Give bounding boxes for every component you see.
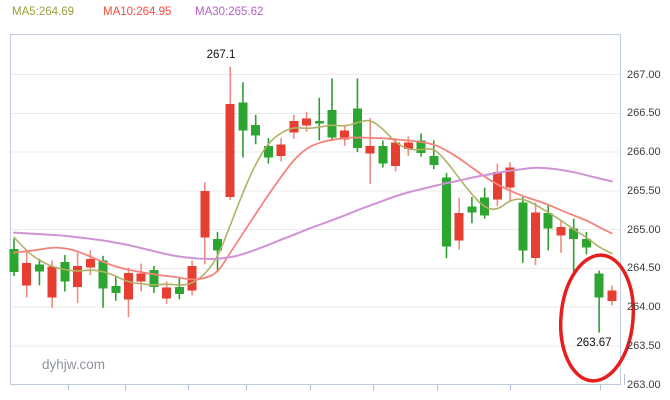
- candle-up: [47, 266, 57, 298]
- candle-up: [403, 142, 413, 149]
- candle-down: [149, 269, 159, 287]
- watermark: dyhjw.com: [42, 357, 106, 372]
- candle-up: [391, 142, 401, 166]
- legend-ma30: MA30:265.62: [195, 6, 264, 18]
- candle-down: [594, 273, 604, 298]
- candle-up: [492, 172, 502, 200]
- plot-border: [10, 34, 621, 385]
- candle-down: [581, 238, 591, 248]
- candle-up: [136, 273, 146, 282]
- candle-down: [98, 260, 108, 289]
- candle-up: [454, 213, 464, 241]
- candle-up: [225, 103, 235, 197]
- candle-up: [505, 167, 515, 188]
- candle-up: [73, 265, 83, 287]
- ma-line-ma30: [13, 166, 613, 260]
- candle-down: [9, 248, 19, 273]
- candle-down: [467, 206, 477, 213]
- candle-down: [238, 102, 248, 131]
- legend-ma5: MA5:264.69: [12, 6, 75, 18]
- candle-up: [531, 212, 541, 259]
- highlight-ellipse: [558, 253, 636, 383]
- candle-down: [569, 228, 579, 239]
- candle-up: [187, 265, 197, 291]
- candle-down: [174, 286, 184, 294]
- candle-down: [543, 213, 553, 229]
- low-price-annotation: 263.67: [576, 337, 612, 349]
- candle-up: [289, 121, 299, 133]
- candle-down: [352, 108, 362, 149]
- candle-up: [556, 227, 566, 236]
- candle-down: [314, 121, 324, 124]
- candle-down: [518, 202, 528, 251]
- candle-down: [263, 145, 273, 158]
- candle-up: [302, 118, 312, 126]
- candle-down: [441, 177, 451, 247]
- candle-up: [162, 287, 172, 299]
- candle-down: [416, 140, 426, 153]
- candle-down: [251, 124, 261, 136]
- candle-up: [123, 272, 133, 300]
- candle-down: [429, 155, 439, 166]
- candle-down: [60, 262, 70, 282]
- high-price-annotation: 267.1: [206, 49, 236, 61]
- ma-legend: MA5:264.69 MA10:264.95 MA30:265.62: [0, 6, 670, 24]
- candle-down: [111, 286, 121, 294]
- candle-down: [213, 238, 223, 251]
- candle-up: [22, 262, 32, 286]
- candle-up: [200, 190, 210, 238]
- candle-up: [365, 145, 375, 154]
- candle-down: [327, 110, 337, 138]
- candle-down: [34, 264, 44, 272]
- candle-up: [85, 258, 95, 268]
- legend-ma10: MA10:264.95: [103, 6, 172, 18]
- ma-line-ma10: [13, 136, 613, 281]
- candle-up: [607, 290, 617, 301]
- ma-line-ma5: [13, 119, 613, 286]
- candle-down: [378, 145, 388, 164]
- candle-up: [340, 130, 350, 140]
- candle-up: [276, 144, 286, 156]
